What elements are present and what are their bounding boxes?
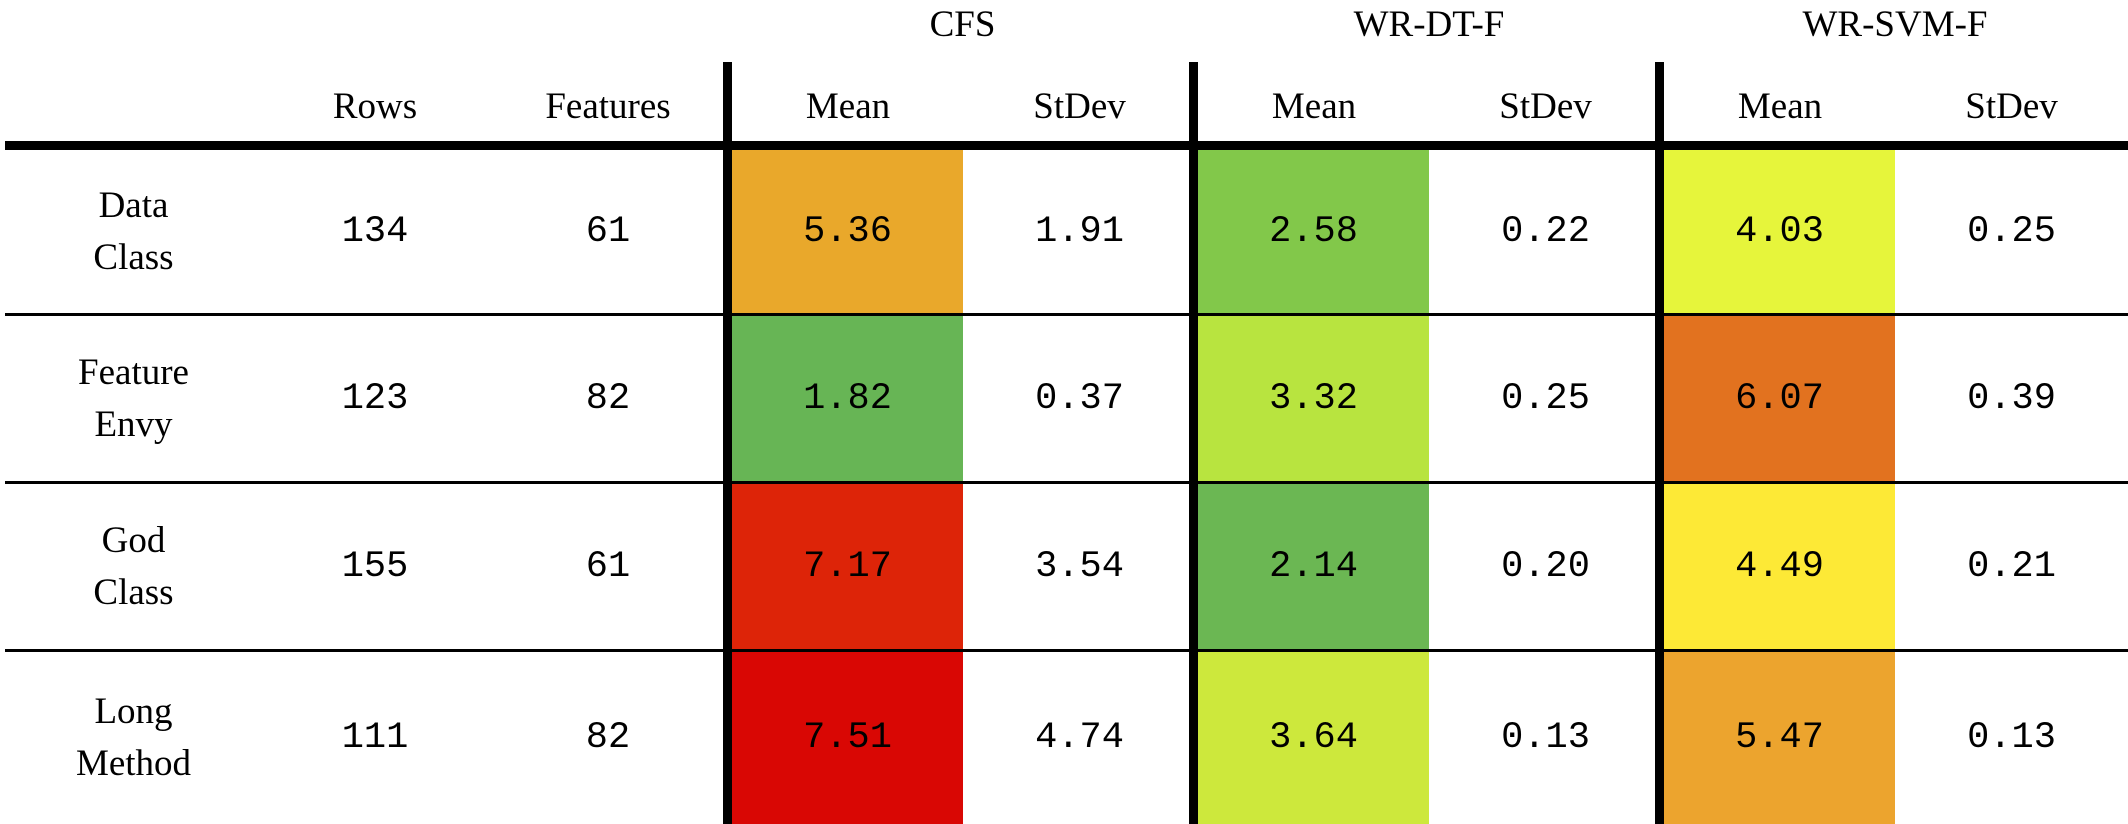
cell-dt-mean: 2.58 <box>1198 150 1429 313</box>
cell-features: 61 <box>585 545 631 588</box>
cell-svm-mean: 4.03 <box>1664 150 1895 313</box>
row-label: Feature Envy <box>78 351 189 445</box>
cell-svm-stdev: 0.25 <box>1967 210 2056 253</box>
cell-dt-mean: 2.14 <box>1198 484 1429 649</box>
row-label: Data Class <box>93 184 174 278</box>
col-header-svm-stdev: StDev <box>1965 86 2058 127</box>
col-header-dt-mean: Mean <box>1271 86 1357 127</box>
col-header-svm-mean: Mean <box>1737 86 1823 127</box>
col-header-cfs-mean: Mean <box>805 86 891 127</box>
cell-cfs-stdev: 0.37 <box>1035 377 1124 420</box>
table-row: Long Method 111 82 7.51 4.74 3.64 0.13 5.47 0.13 <box>0 652 2128 824</box>
row-separator <box>5 649 2128 652</box>
cell-svm-stdev: 0.13 <box>1967 717 2056 759</box>
cell-dt-stdev: 0.20 <box>1501 545 1590 588</box>
cell-features: 61 <box>585 210 631 253</box>
cell-dt-mean: 3.32 <box>1198 316 1429 481</box>
cell-svm-stdev: 0.39 <box>1967 377 2056 420</box>
cell-svm-stdev: 0.21 <box>1967 545 2056 588</box>
cell-rows: 155 <box>341 545 409 588</box>
cell-cfs-mean: 1.82 <box>732 316 963 481</box>
row-separator <box>5 313 2128 316</box>
cell-cfs-mean: 7.17 <box>732 484 963 649</box>
group-divider-cfs <box>723 62 732 824</box>
group-header-wr-dt-f: WR-DT-F <box>1353 4 1505 45</box>
col-header-features: Features <box>545 86 671 127</box>
group-divider-wr-dt-f <box>1189 62 1198 824</box>
row-label: God Class <box>93 519 174 613</box>
col-header-rows: Rows <box>332 86 418 127</box>
col-header-cfs-stdev: StDev <box>1033 86 1126 127</box>
cell-cfs-stdev: 4.74 <box>1035 717 1124 759</box>
cell-features: 82 <box>585 377 631 420</box>
cell-dt-stdev: 0.13 <box>1501 717 1590 759</box>
row-label: Long Method <box>75 691 192 784</box>
group-header-wr-svm-f: WR-SVM-F <box>1802 4 1988 45</box>
cell-dt-stdev: 0.25 <box>1501 377 1590 420</box>
cell-rows: 134 <box>341 210 409 253</box>
col-header-dt-stdev: StDev <box>1499 86 1592 127</box>
table-row: Data Class 134 61 5.36 1.91 2.58 0.22 4.03 0.25 <box>0 150 2128 313</box>
cell-dt-stdev: 0.22 <box>1501 210 1590 253</box>
cell-cfs-mean: 7.51 <box>732 652 963 824</box>
cell-svm-mean: 6.07 <box>1664 316 1895 481</box>
cell-dt-mean: 3.64 <box>1198 652 1429 824</box>
table-row: God Class 155 61 7.17 3.54 2.14 0.20 4.49 0.21 <box>0 484 2128 649</box>
cell-rows: 111 <box>341 717 409 759</box>
row-separator <box>5 481 2128 484</box>
cell-cfs-mean: 5.36 <box>732 150 963 313</box>
cell-cfs-stdev: 1.91 <box>1035 210 1124 253</box>
table-row: Feature Envy 123 82 1.82 0.37 3.32 0.25 6.07 0.3… <box>0 316 2128 481</box>
cell-cfs-stdev: 3.54 <box>1035 545 1124 588</box>
header-rule <box>5 141 2128 150</box>
cell-features: 82 <box>585 717 631 759</box>
group-divider-wr-svm-f <box>1655 62 1664 824</box>
cell-svm-mean: 5.47 <box>1664 652 1895 824</box>
cell-svm-mean: 4.49 <box>1664 484 1895 649</box>
group-header-cfs: CFS <box>929 4 996 45</box>
cell-rows: 123 <box>341 377 409 420</box>
